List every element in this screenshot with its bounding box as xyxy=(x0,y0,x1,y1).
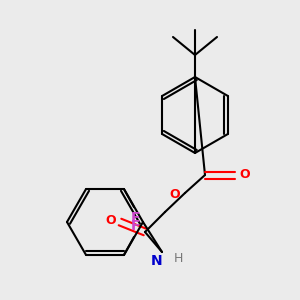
Text: O: O xyxy=(169,188,180,202)
Text: O: O xyxy=(105,214,116,226)
Text: H: H xyxy=(174,252,183,265)
Text: O: O xyxy=(239,169,250,182)
Text: F: F xyxy=(130,219,140,233)
Text: F: F xyxy=(130,211,140,225)
Text: N: N xyxy=(150,254,162,268)
